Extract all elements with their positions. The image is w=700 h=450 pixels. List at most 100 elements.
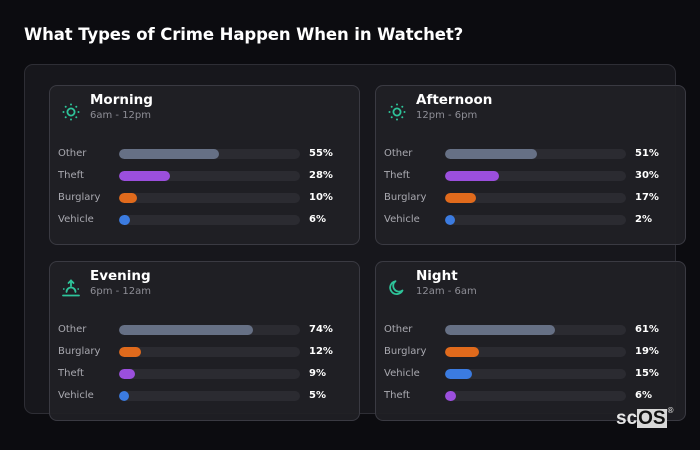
bar-value: 6% [635,390,652,401]
bar-track [445,325,626,335]
bar-track [119,325,300,335]
registered-mark: ® [667,406,674,415]
bar-label: Vehicle [58,214,94,225]
bar-row-vehicle: Vehicle 2% [376,213,685,227]
bar-row-burglary: Burglary 12% [50,345,359,359]
sun-icon [388,103,406,121]
bar-label: Burglary [58,346,101,357]
bar-row-other: Other 61% [376,323,685,337]
card-night: Night 12am - 6am Other 61% Burglary 19% Vehi… [375,261,686,421]
bar-value: 28% [309,170,333,181]
card-time-range: 6am - 12pm [90,110,152,121]
bar-label: Other [384,148,413,159]
card-title: Night [416,268,458,284]
bar-row-other: Other 51% [376,147,685,161]
bar-value: 19% [635,346,659,357]
bar-label: Theft [58,170,84,181]
bar-label: Other [58,148,87,159]
card-title: Afternoon [416,92,493,108]
bar-value: 30% [635,170,659,181]
bar-row-vehicle: Vehicle 15% [376,367,685,381]
card-time-range: 6pm - 12am [90,286,152,297]
bar-value: 12% [309,346,333,357]
bar-value: 15% [635,368,659,379]
bar-label: Other [384,324,413,335]
bar-track [445,149,626,159]
bar-row-theft: Theft 9% [50,367,359,381]
bar-row-vehicle: Vehicle 6% [50,213,359,227]
sun-icon [62,103,80,121]
brand-highlight: OS [637,408,667,429]
bar-label: Theft [58,368,84,379]
bar-row-burglary: Burglary 17% [376,191,685,205]
bar-row-vehicle: Vehicle 5% [50,389,359,403]
bar-label: Vehicle [384,214,420,225]
scos-logo: sc OS ® [616,406,674,429]
card-evening: Evening 6pm - 12am Other 74% Burglary 12% Th… [49,261,360,421]
bar-track [119,171,300,181]
bar-value: 74% [309,324,333,335]
bar-label: Burglary [384,346,427,357]
bar-row-burglary: Burglary 10% [50,191,359,205]
card-title: Morning [90,92,153,108]
card-afternoon: Afternoon 12pm - 6pm Other 51% Theft 30% Bur… [375,85,686,245]
bar-fill [445,193,476,203]
card-time-range: 12pm - 6pm [416,110,478,121]
bar-value: 10% [309,192,333,203]
bar-track [119,369,300,379]
bar-fill [119,149,219,159]
bar-label: Theft [384,170,410,181]
bar-track [445,369,626,379]
bar-track [445,193,626,203]
bar-track [119,391,300,401]
bar-row-theft: Theft 28% [50,169,359,183]
bar-fill [119,347,141,357]
bar-label: Vehicle [384,368,420,379]
bar-track [445,215,626,225]
bar-row-theft: Theft 30% [376,169,685,183]
bar-fill [445,369,473,379]
bar-fill [119,369,136,379]
bar-track [445,391,626,401]
card-time-range: 12am - 6am [416,286,477,297]
bar-label: Theft [384,390,410,401]
bar-row-other: Other 55% [50,147,359,161]
bar-fill [445,171,500,181]
bar-row-burglary: Burglary 19% [376,345,685,359]
bar-value: 5% [309,390,326,401]
bar-fill [445,325,556,335]
bar-value: 6% [309,214,326,225]
bar-track [119,215,300,225]
bar-track [445,171,626,181]
brand-prefix: sc [616,408,638,429]
moon-icon [389,280,404,295]
bar-track [119,193,300,203]
bar-fill [119,171,170,181]
sunset-icon [62,279,80,297]
card-title: Evening [90,268,151,284]
bar-track [445,347,626,357]
bar-value: 17% [635,192,659,203]
bar-row-other: Other 74% [50,323,359,337]
bar-label: Burglary [384,192,427,203]
bar-fill [445,215,455,225]
bar-fill [119,391,129,401]
bar-track [119,149,300,159]
bar-fill [119,215,130,225]
bar-label: Vehicle [58,390,94,401]
bar-fill [445,391,456,401]
bar-label: Other [58,324,87,335]
bar-fill [445,347,480,357]
bar-fill [119,193,138,203]
bar-label: Burglary [58,192,101,203]
bar-value: 51% [635,148,659,159]
bar-value: 55% [309,148,333,159]
bar-fill [445,149,538,159]
bar-value: 2% [635,214,652,225]
bar-fill [119,325,253,335]
bar-value: 9% [309,368,326,379]
bar-value: 61% [635,324,659,335]
bar-row-theft: Theft 6% [376,389,685,403]
card-morning: Morning 6am - 12pm Other 55% Theft 28% Burgl… [49,85,360,245]
bar-track [119,347,300,357]
